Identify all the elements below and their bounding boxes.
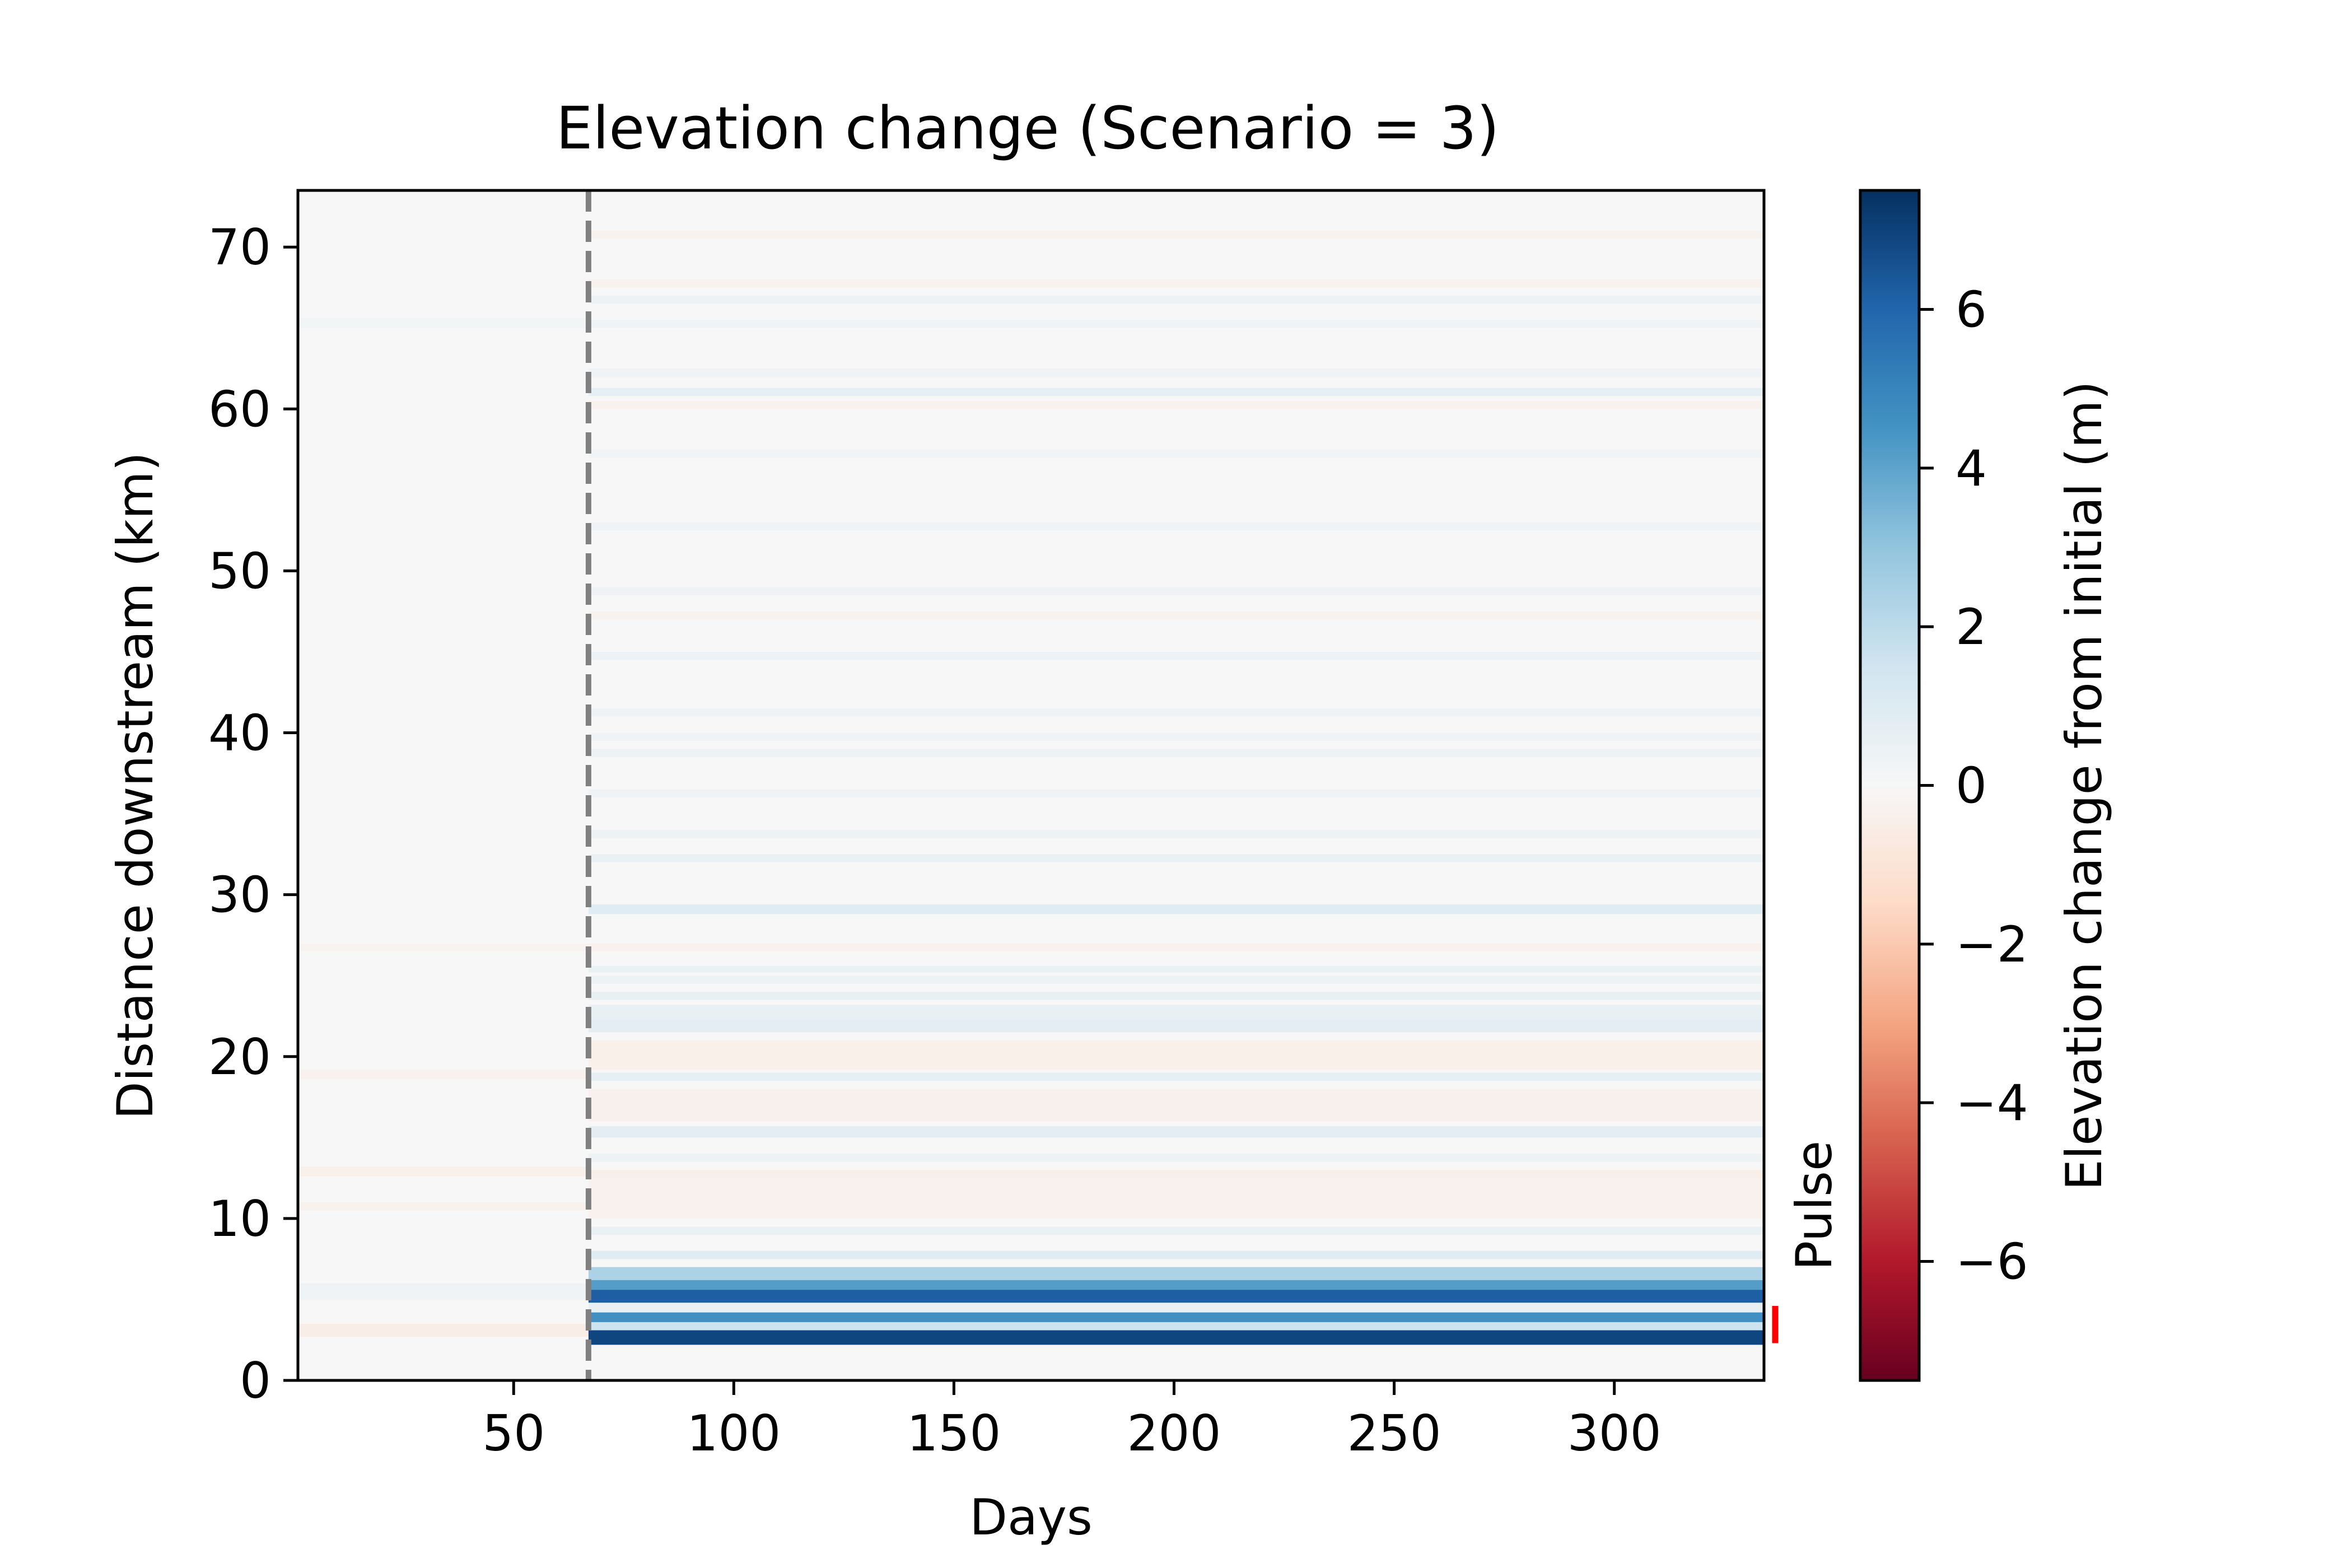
heatmap-band	[588, 732, 1764, 741]
heatmap-band	[588, 1089, 1764, 1122]
heatmap-band	[588, 279, 1764, 288]
heatmap-band	[588, 1312, 1764, 1322]
heatmap-band-pre-pulse	[298, 1283, 589, 1300]
heatmap-band	[588, 1005, 1764, 1020]
colorbar-tick-label: −6	[1956, 1233, 2028, 1291]
heatmap-band	[588, 611, 1764, 620]
heatmap-band	[588, 1126, 1764, 1138]
heatmap-band	[588, 400, 1764, 409]
heatmap-band	[588, 708, 1764, 717]
colorbar: −6 −4 −2 0 2 4 6 Elevation change from initial…	[1859, 189, 2113, 1382]
heatmap-band	[588, 992, 1764, 1000]
heatmap-band	[588, 943, 1764, 951]
heatmap-band	[588, 1040, 1764, 1070]
heatmap-band	[588, 965, 1764, 973]
y-tick-label: 30	[208, 866, 271, 924]
colorbar-tick-label: 4	[1956, 440, 1987, 497]
colorbar-tick-label: −2	[1956, 916, 2028, 973]
heatmap-band	[588, 231, 1764, 239]
colorbar-tick-label: 2	[1956, 598, 1987, 656]
x-axis-label: Days	[969, 1488, 1093, 1546]
y-tick-label: 60	[208, 380, 271, 438]
heatmap-band	[588, 1250, 1764, 1259]
x-tick-label: 150	[907, 1404, 1001, 1462]
y-tick-label: 20	[208, 1028, 271, 1086]
heatmap-band	[588, 295, 1764, 304]
heatmap-band-pre-pulse	[298, 1166, 589, 1177]
y-axis-label: Distance downstream (km)	[106, 452, 164, 1119]
x-tick-label: 50	[482, 1404, 545, 1462]
heatmap-band-pre-pulse	[298, 943, 589, 951]
heatmap-band	[588, 1202, 1764, 1219]
y-tick-label: 10	[208, 1190, 271, 1248]
heatmap-band	[588, 1303, 1764, 1313]
plot-area	[296, 189, 1766, 1382]
heatmap-band	[588, 1330, 1764, 1345]
heatmap-band	[588, 1154, 1764, 1162]
heatmap-band	[588, 449, 1764, 458]
colorbar-tick-label: 6	[1956, 281, 1987, 339]
heatmap-band	[588, 1072, 1764, 1081]
colorbar-label: Elevation change from initial (m)	[2055, 381, 2113, 1191]
heatmap-band	[588, 976, 1764, 984]
y-axis: 0 10 20 30 40 50 60 70	[208, 218, 298, 1410]
heatmap-band	[588, 1170, 1764, 1178]
heatmap-band	[588, 522, 1764, 531]
heatmap-band	[588, 1226, 1764, 1235]
heatmap-band	[588, 651, 1764, 660]
heatmap-band	[588, 1290, 1764, 1303]
pulse-annotation: Pulse	[1772, 1141, 1843, 1343]
y-tick-label: 40	[208, 704, 271, 762]
x-tick-label: 250	[1347, 1404, 1441, 1462]
heatmap-band	[588, 1322, 1764, 1331]
heatmap-band-pre-pulse	[298, 318, 589, 328]
heatmap-band	[588, 854, 1764, 862]
heatmap-band	[588, 749, 1764, 757]
colorbar-tick-label: −4	[1956, 1074, 2028, 1132]
heatmap-band	[588, 1267, 1764, 1280]
heatmap-band	[588, 1019, 1764, 1033]
heatmap-band	[588, 1178, 1764, 1202]
x-tick-label: 300	[1567, 1404, 1662, 1462]
heatmap-band-pre-pulse	[298, 1323, 589, 1337]
heatmap-band	[588, 1280, 1764, 1290]
y-tick-label: 50	[208, 542, 271, 600]
x-axis: 50 100 150 200 250 300	[482, 1380, 1662, 1462]
heatmap-band	[588, 830, 1764, 838]
y-tick-label: 70	[208, 218, 271, 276]
colorbar-ramp	[1859, 189, 1921, 1382]
heatmap-band	[588, 789, 1764, 798]
heatmap-band	[588, 368, 1764, 377]
colorbar-ticks: −6 −4 −2 0 2 4 6	[1919, 281, 2028, 1291]
pulse-annotation-text: Pulse	[1785, 1141, 1843, 1271]
plot-frame	[296, 189, 1766, 1382]
heatmap-cells	[298, 231, 1764, 1345]
x-tick-label: 200	[1127, 1404, 1221, 1462]
heatmap-band	[588, 388, 1764, 396]
heatmap-band	[588, 904, 1764, 914]
heatmap-band	[588, 587, 1764, 595]
chart-title: Elevation change (Scenario = 3)	[556, 94, 1500, 162]
heatmap-band-pre-pulse	[298, 1202, 589, 1211]
heatmap-band-pre-pulse	[298, 1069, 589, 1080]
colorbar-tick-label: 0	[1956, 757, 1987, 815]
x-tick-label: 100	[687, 1404, 781, 1462]
y-tick-label: 0	[240, 1352, 271, 1410]
heatmap-band	[588, 320, 1764, 328]
